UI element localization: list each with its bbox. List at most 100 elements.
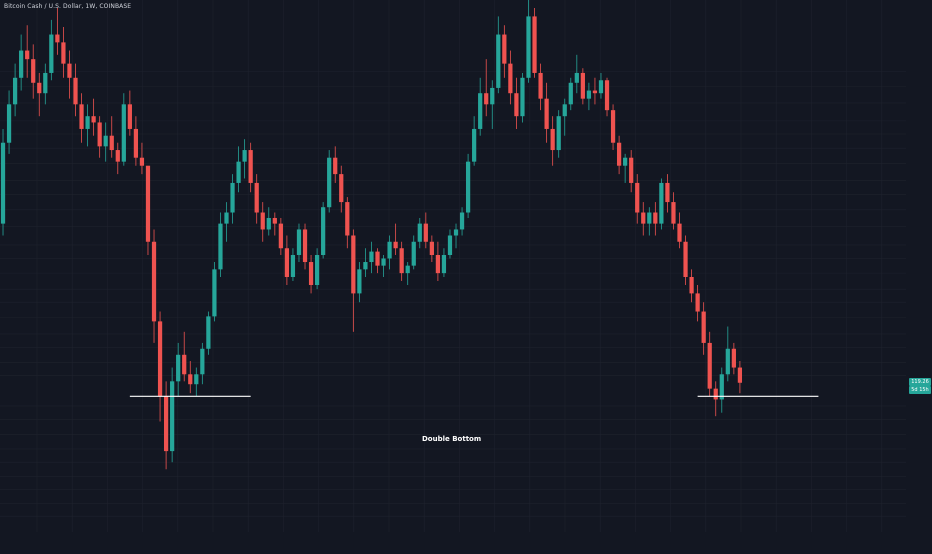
candle-down <box>157 321 163 397</box>
candle-up <box>206 316 211 349</box>
candle-down <box>133 128 139 158</box>
candle-down <box>375 251 380 266</box>
candle-down <box>689 277 694 294</box>
candle-down <box>31 59 36 83</box>
candle-up <box>236 161 241 183</box>
candle-down <box>188 374 193 385</box>
candle-up <box>0 142 6 224</box>
candle-up <box>19 50 24 78</box>
candle-down <box>67 63 72 78</box>
candle-up <box>586 90 592 99</box>
candle-up <box>218 223 223 270</box>
candle-down <box>514 93 519 117</box>
candle-down <box>79 104 84 129</box>
candle-up <box>647 212 652 224</box>
candle-down <box>677 223 682 242</box>
chart-title: Bitcoin Cash / U.S. Dollar, 1W, COINBASE <box>4 3 132 10</box>
candle-down <box>532 16 537 73</box>
candle-up <box>496 34 501 88</box>
candle-down <box>91 116 96 123</box>
candle-up <box>321 207 326 255</box>
candle-up <box>562 104 567 117</box>
candle-down <box>508 63 513 94</box>
candle-down <box>272 217 277 224</box>
candle-up <box>719 374 724 400</box>
candle-up <box>296 229 302 255</box>
candle-down <box>55 34 60 43</box>
candle-up <box>453 229 459 236</box>
candle-up <box>194 374 199 385</box>
candle-down <box>484 93 489 105</box>
countdown-tag: 5d 15h <box>909 385 931 394</box>
time-scale-background <box>0 534 932 550</box>
candle-up <box>369 251 374 263</box>
candle-up <box>170 381 175 452</box>
candle-down <box>163 396 169 452</box>
candle-up <box>6 104 12 143</box>
candle-down <box>345 202 350 236</box>
candle-up <box>103 135 108 147</box>
candle-up <box>12 77 18 105</box>
candle-up <box>363 262 368 270</box>
candle-up <box>200 348 205 375</box>
candle-down <box>701 311 706 343</box>
candles <box>0 0 743 470</box>
candle-up <box>405 265 410 274</box>
candle-down <box>616 142 622 166</box>
candle-down <box>538 72 543 99</box>
candle-up <box>327 157 332 208</box>
candle-down <box>435 254 441 274</box>
candle-down <box>580 72 585 99</box>
candle-up <box>465 161 471 213</box>
candle-up <box>574 72 579 83</box>
candle-up <box>725 348 730 375</box>
candle-up <box>556 116 561 151</box>
candle-down <box>302 229 308 263</box>
candle-down <box>109 135 114 151</box>
candle-down <box>37 82 42 94</box>
candle-down <box>731 348 736 368</box>
candle-down <box>145 165 151 242</box>
candle-up <box>459 212 465 230</box>
candle-up <box>623 157 628 166</box>
candle-down <box>127 104 132 129</box>
candle-down <box>151 241 157 322</box>
current-price-tag: 119.26 <box>909 377 931 386</box>
candle-up <box>598 80 604 94</box>
candle-down <box>182 354 187 375</box>
candle-down <box>73 77 78 105</box>
candle-down <box>629 157 634 183</box>
candle-down <box>423 223 428 242</box>
candle-down <box>139 157 145 166</box>
candle-down <box>339 174 344 203</box>
candle-down <box>610 110 616 143</box>
candle-up <box>357 269 362 294</box>
candle-down <box>254 182 259 213</box>
candle-up <box>176 354 181 382</box>
candle-up <box>447 235 453 255</box>
candle-down <box>284 248 290 278</box>
candle-down <box>641 212 646 224</box>
candle-up <box>85 116 90 129</box>
candle-up <box>417 223 422 242</box>
candle-up <box>441 254 447 274</box>
candle-down <box>707 342 712 389</box>
candle-up <box>387 241 392 259</box>
candle-down <box>653 212 658 224</box>
candle-down <box>278 223 283 249</box>
candle-down <box>665 182 670 203</box>
candle-down <box>61 42 66 64</box>
candle-down <box>592 90 598 94</box>
candle-up <box>314 254 320 286</box>
candle-down <box>695 293 700 312</box>
candle-up <box>381 258 386 266</box>
candle-up <box>230 182 235 213</box>
candle-down <box>502 34 507 64</box>
candle-down <box>115 150 120 162</box>
candle-down <box>671 202 676 224</box>
candle-down <box>97 122 102 147</box>
candle-up <box>411 241 416 266</box>
candle-up <box>121 104 126 162</box>
